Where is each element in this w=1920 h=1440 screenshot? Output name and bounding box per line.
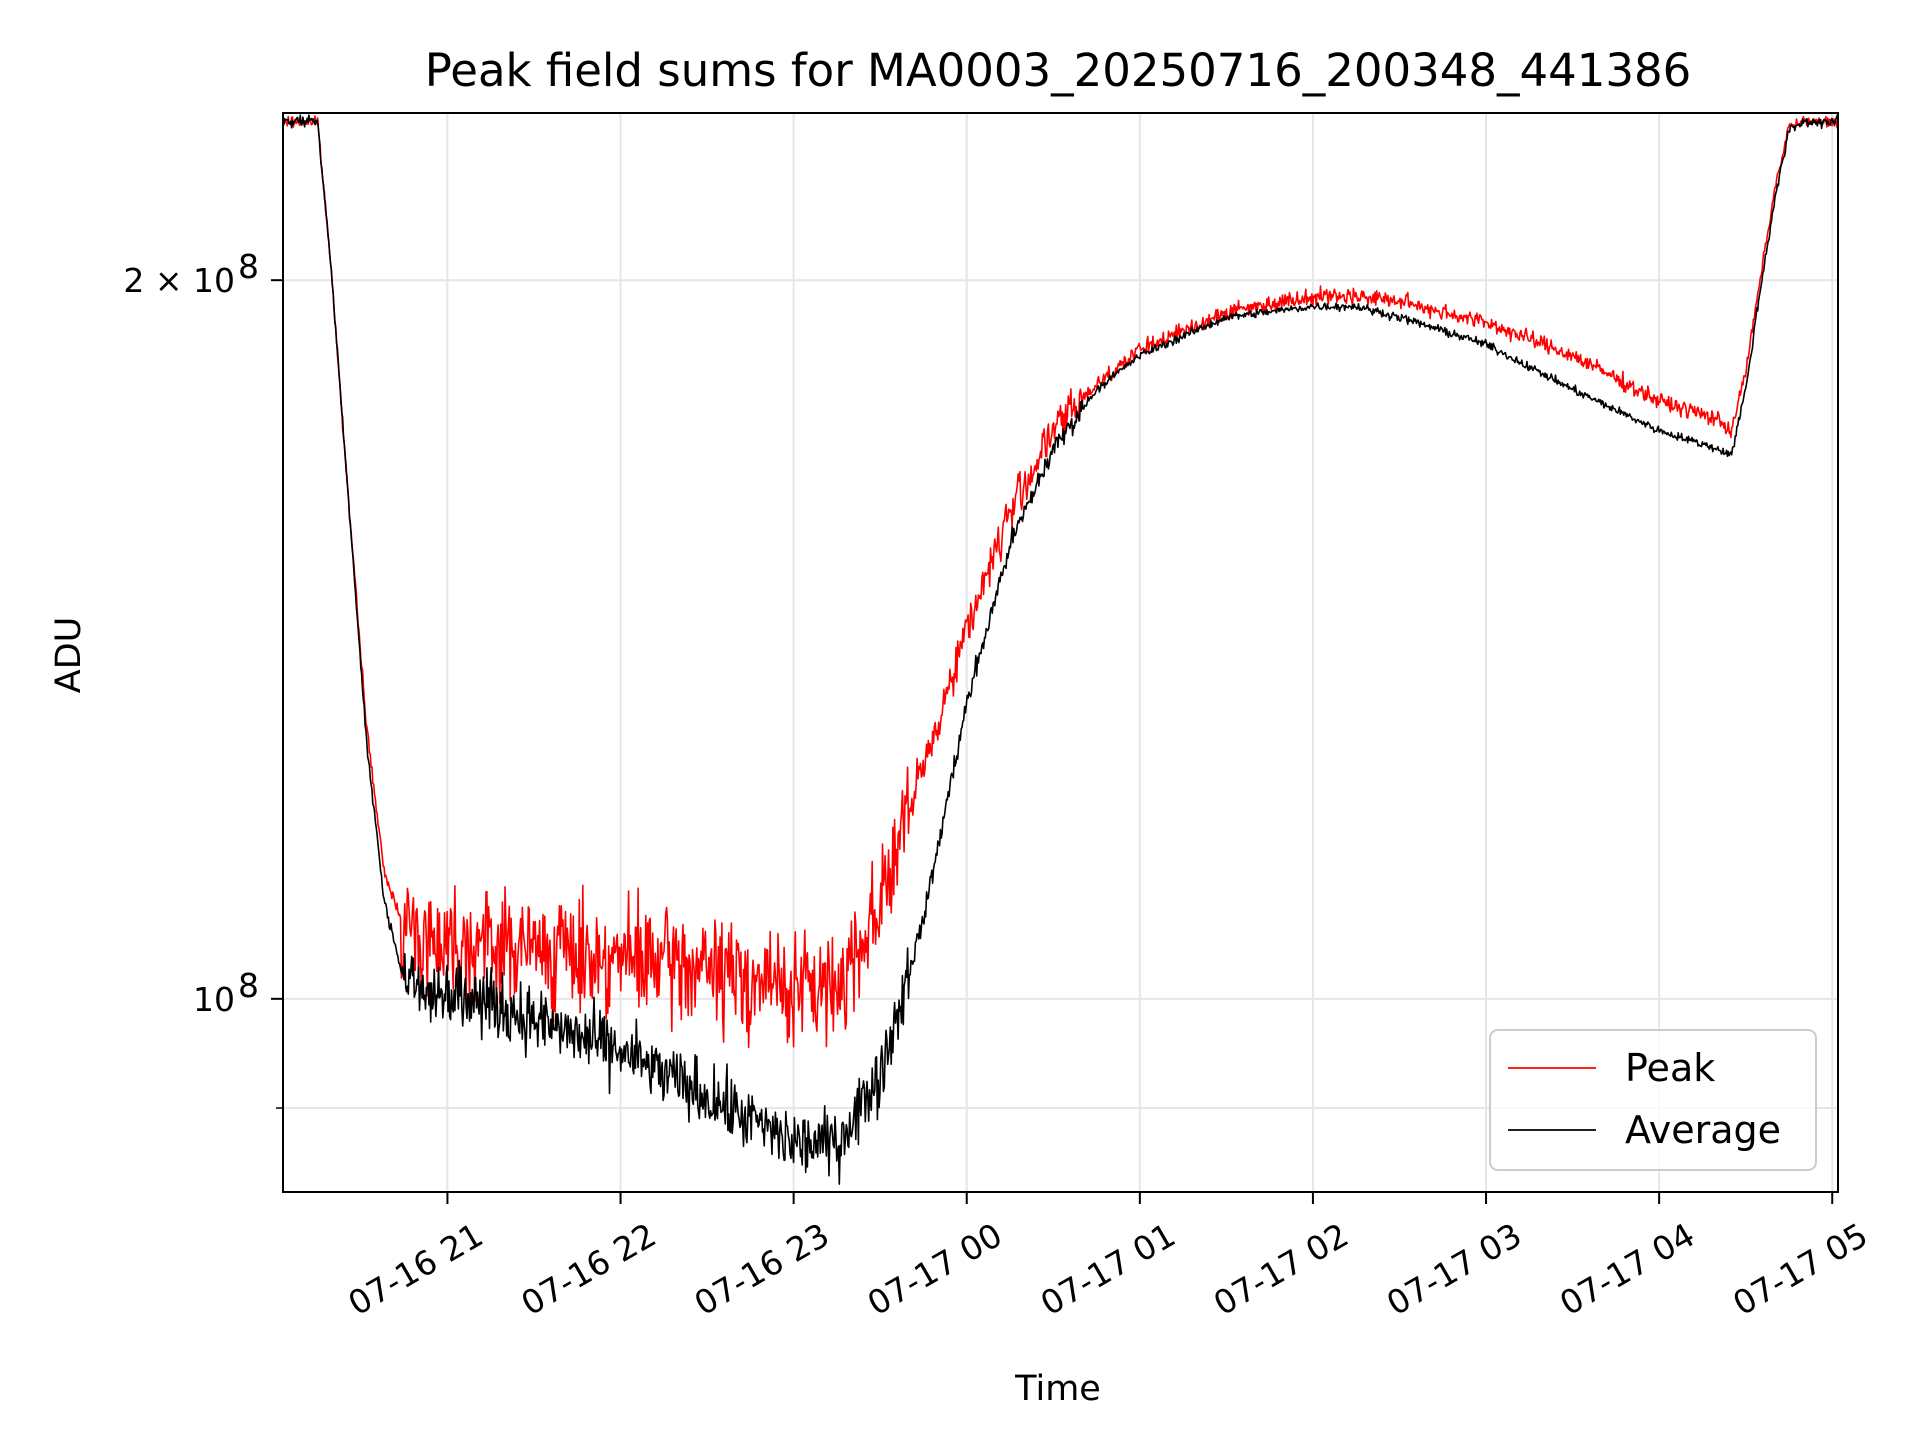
y-tick-exponent: 8 bbox=[238, 966, 259, 1005]
x-axis-label: Time bbox=[1014, 1369, 1101, 1409]
legend-box bbox=[1489, 1029, 1817, 1171]
y-axis-label: ADU bbox=[49, 617, 89, 694]
chart-title: Peak field sums for MA0003_20250716_2003… bbox=[425, 44, 1692, 97]
series-layer bbox=[282, 114, 1839, 1185]
y-tick-exponent: 8 bbox=[238, 247, 259, 286]
y-axis: 10 82 × 10 8 bbox=[123, 247, 283, 1109]
series-line-average bbox=[282, 114, 1839, 1185]
y-tick-label: 2 × 10 bbox=[123, 261, 235, 300]
grid bbox=[283, 113, 1838, 1192]
plot-frame bbox=[282, 112, 1839, 1193]
legend-label-average: Average bbox=[1625, 1108, 1781, 1152]
y-tick-label: 10 bbox=[193, 980, 235, 1019]
series-line-peak bbox=[282, 115, 1839, 1049]
legend-label-peak: Peak bbox=[1625, 1046, 1715, 1090]
legend: Peak Average bbox=[1489, 1029, 1817, 1171]
